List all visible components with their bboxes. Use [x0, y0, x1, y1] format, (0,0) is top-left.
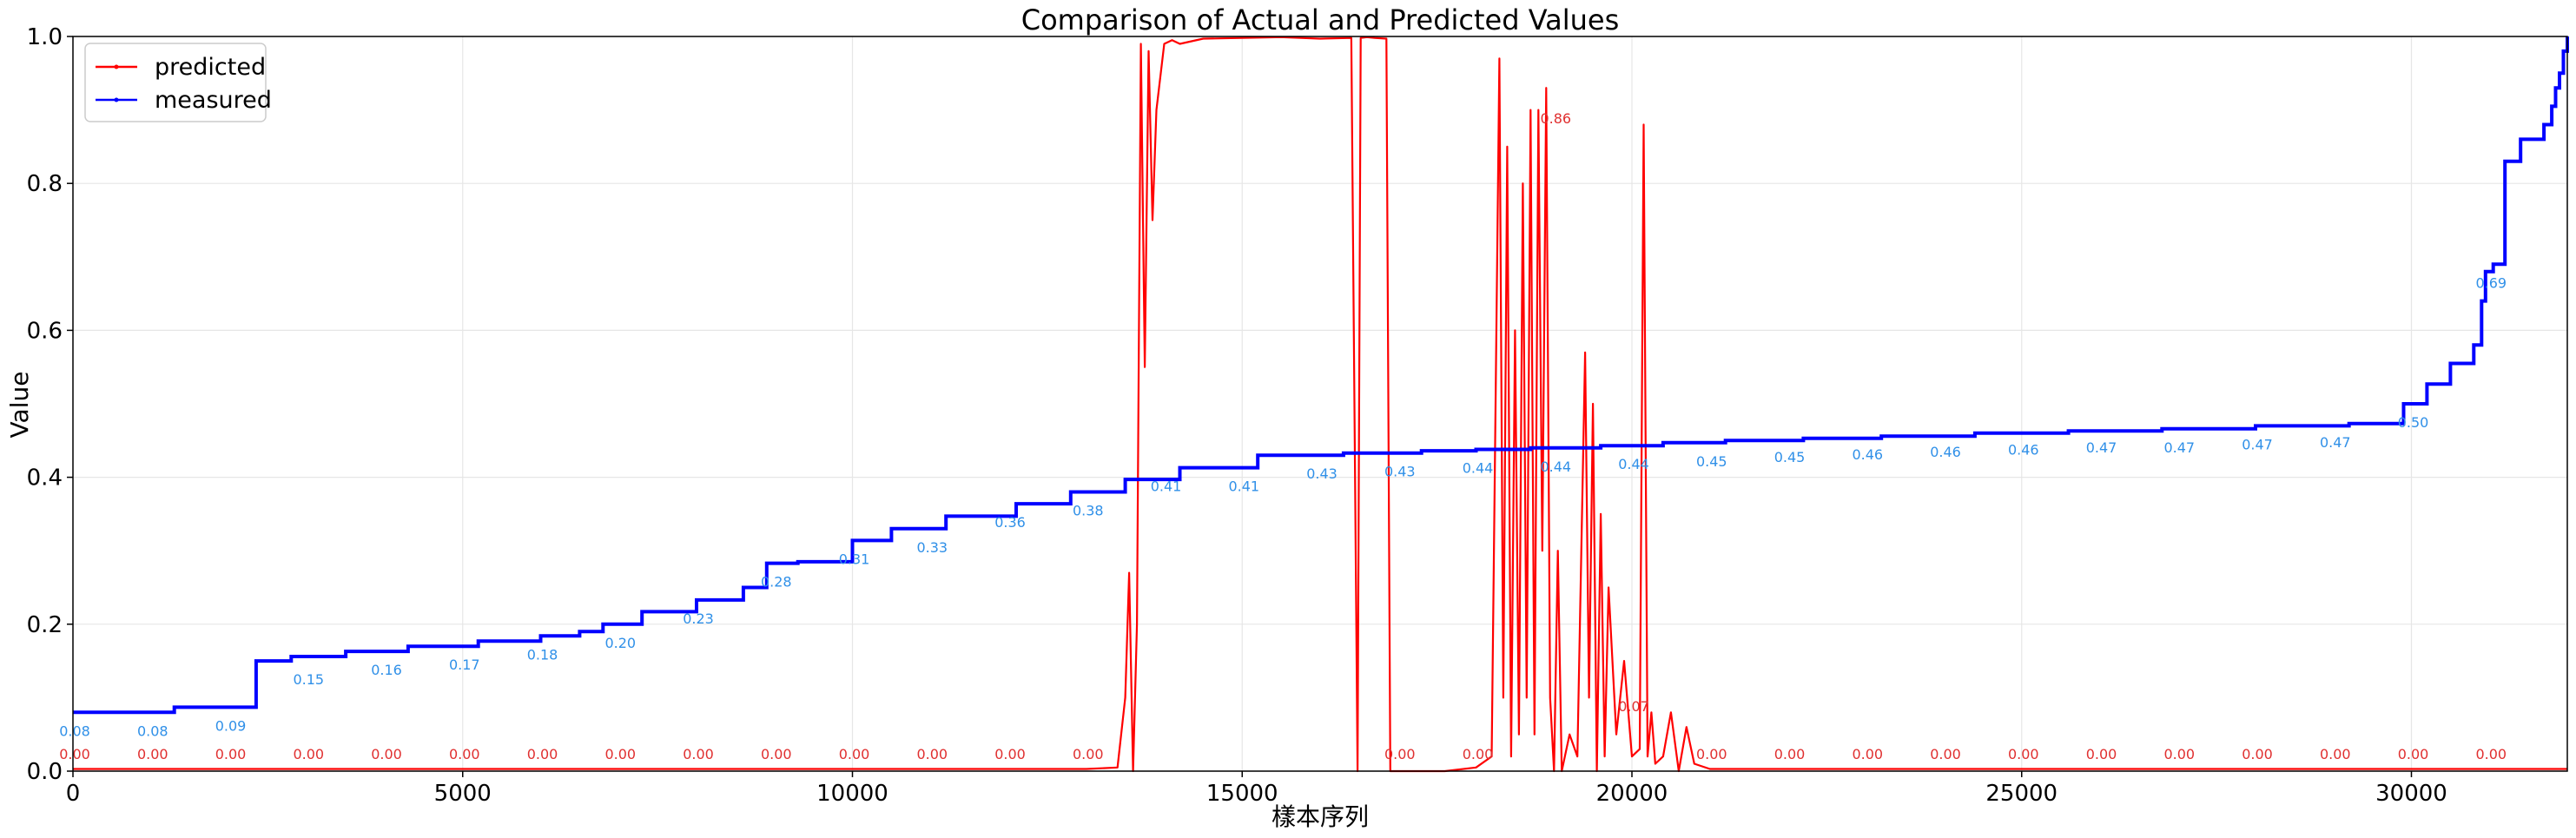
predicted-data-label: 0.00: [604, 746, 636, 762]
predicted-data-label: 0.00: [1774, 746, 1806, 762]
predicted-data-label: 0.00: [59, 746, 90, 762]
predicted-data-label: 0.00: [527, 746, 558, 762]
predicted-data-label: 0.00: [2320, 746, 2351, 762]
legend: predicted measured: [84, 43, 272, 122]
predicted-data-label: 0.00: [449, 746, 480, 762]
measured-data-label: 0.15: [293, 671, 324, 688]
predicted-data-label: 0.00: [2008, 746, 2039, 762]
measured-data-label: 0.41: [1228, 478, 1259, 495]
measured-data-label: 0.50: [2398, 414, 2429, 431]
measured-data-label: 0.47: [2086, 439, 2117, 456]
y-tick-label: 0.4: [27, 465, 63, 492]
measured-data-label: 0.08: [59, 723, 90, 739]
predicted-data-label: 0.00: [2475, 746, 2507, 762]
measured-data-label: 0.36: [994, 514, 1026, 531]
measured-data-label: 0.47: [2242, 436, 2273, 452]
x-tick-label: 20000: [1596, 781, 1668, 807]
measured-data-label: 0.31: [839, 551, 870, 567]
predicted-data-label: 0.86: [1540, 110, 1571, 127]
predicted-data-label: 0.00: [839, 746, 870, 762]
predicted-data-label: 0.00: [1463, 746, 1494, 762]
x-tick-label: 10000: [816, 781, 888, 807]
y-axis-label: Value: [5, 372, 34, 439]
measured-data-label: 0.46: [1852, 446, 1883, 463]
predicted-line: [73, 36, 2567, 773]
measured-series: [73, 36, 2569, 715]
predicted-data-label: 0.00: [371, 746, 402, 762]
measured-data-label: 0.43: [1306, 465, 1338, 482]
x-tick-label: 30000: [2375, 781, 2447, 807]
predicted-data-label: 0.00: [2163, 746, 2195, 762]
measured-data-label: 0.08: [137, 723, 168, 739]
measured-data-label: 0.18: [527, 646, 558, 663]
measured-data-label: 0.16: [371, 662, 402, 678]
x-tick-label: 0: [66, 781, 81, 807]
predicted-data-label: 0.00: [2086, 746, 2117, 762]
measured-data-label: 0.69: [2475, 274, 2507, 291]
y-tick-label: 0.2: [27, 612, 63, 638]
legend-label-measured: measured: [155, 87, 272, 114]
y-tick-label: 0.8: [27, 171, 63, 197]
measured-data-label: 0.45: [1696, 453, 1727, 470]
predicted-data-label: 0.00: [916, 746, 948, 762]
measured-data-label: 0.20: [604, 635, 636, 651]
measured-data-label: 0.23: [683, 610, 714, 627]
predicted-data-label: 0.00: [2398, 746, 2429, 762]
measured-data-label: 0.43: [1384, 464, 1416, 480]
measured-data-label: 0.46: [2008, 441, 2039, 458]
measured-data-label: 0.45: [1774, 449, 1806, 465]
y-tick-label: 0.6: [27, 318, 63, 344]
predicted-data-label: 0.00: [761, 746, 792, 762]
legend-box: [84, 43, 267, 122]
predicted-data-label: 0.00: [1073, 746, 1104, 762]
measured-line: [73, 36, 2569, 715]
predicted-data-label: 0.00: [1852, 746, 1883, 762]
measured-data-label: 0.28: [761, 574, 792, 591]
x-axis-label: 樣本序列: [1271, 802, 1369, 831]
measured-data-label: 0.41: [1151, 478, 1182, 495]
predicted-data-label: 0.00: [1384, 746, 1416, 762]
measured-data-label: 0.09: [215, 717, 247, 734]
predicted-data-label: 0.00: [215, 746, 247, 762]
measured-data-label: 0.47: [2320, 434, 2351, 451]
measured-data-label: 0.46: [1930, 444, 1961, 460]
x-tick-label: 15000: [1206, 781, 1278, 807]
predicted-series: [73, 36, 2567, 773]
legend-marker-predicted: [114, 64, 119, 69]
measured-data-label: 0.44: [1540, 459, 1571, 475]
predicted-data-label: 0.00: [683, 746, 714, 762]
y-tick-label: 1.0: [27, 24, 63, 50]
chart-title: Comparison of Actual and Predicted Value…: [1021, 3, 1620, 36]
plot-frame: [72, 36, 2568, 772]
predicted-data-label: 0.00: [137, 746, 168, 762]
predicted-data-label: 0.00: [2242, 746, 2273, 762]
legend-marker-measured: [114, 97, 119, 102]
measured-data-label: 0.47: [2163, 439, 2195, 456]
data-labels: 0.00 0.00 0.00 0.00 0.00 0.00 0.00 0.00 0.00 0.00…: [59, 110, 2507, 762]
predicted-data-label: 0.00: [1930, 746, 1961, 762]
measured-data-label: 0.33: [916, 539, 948, 556]
predicted-data-label: 0.00: [1696, 746, 1727, 762]
measured-data-label: 0.17: [449, 657, 480, 673]
predicted-data-label: 0.00: [293, 746, 324, 762]
legend-label-predicted: predicted: [155, 54, 266, 81]
grid: [72, 36, 2567, 772]
measured-data-label: 0.44: [1463, 459, 1494, 476]
measured-data-label: 0.38: [1073, 503, 1104, 519]
predicted-data-label: 0.07: [1618, 698, 1649, 715]
x-tick-label: 25000: [1985, 781, 2057, 807]
predicted-data-label: 0.00: [994, 746, 1026, 762]
axis-ticks: 0 5000 10000 15000 20000 25000 30000 0.0 0.2 0.4 0…: [27, 24, 2447, 807]
measured-data-label: 0.44: [1618, 456, 1649, 472]
y-tick-label: 0.0: [27, 759, 63, 785]
x-tick-label: 5000: [434, 781, 492, 807]
